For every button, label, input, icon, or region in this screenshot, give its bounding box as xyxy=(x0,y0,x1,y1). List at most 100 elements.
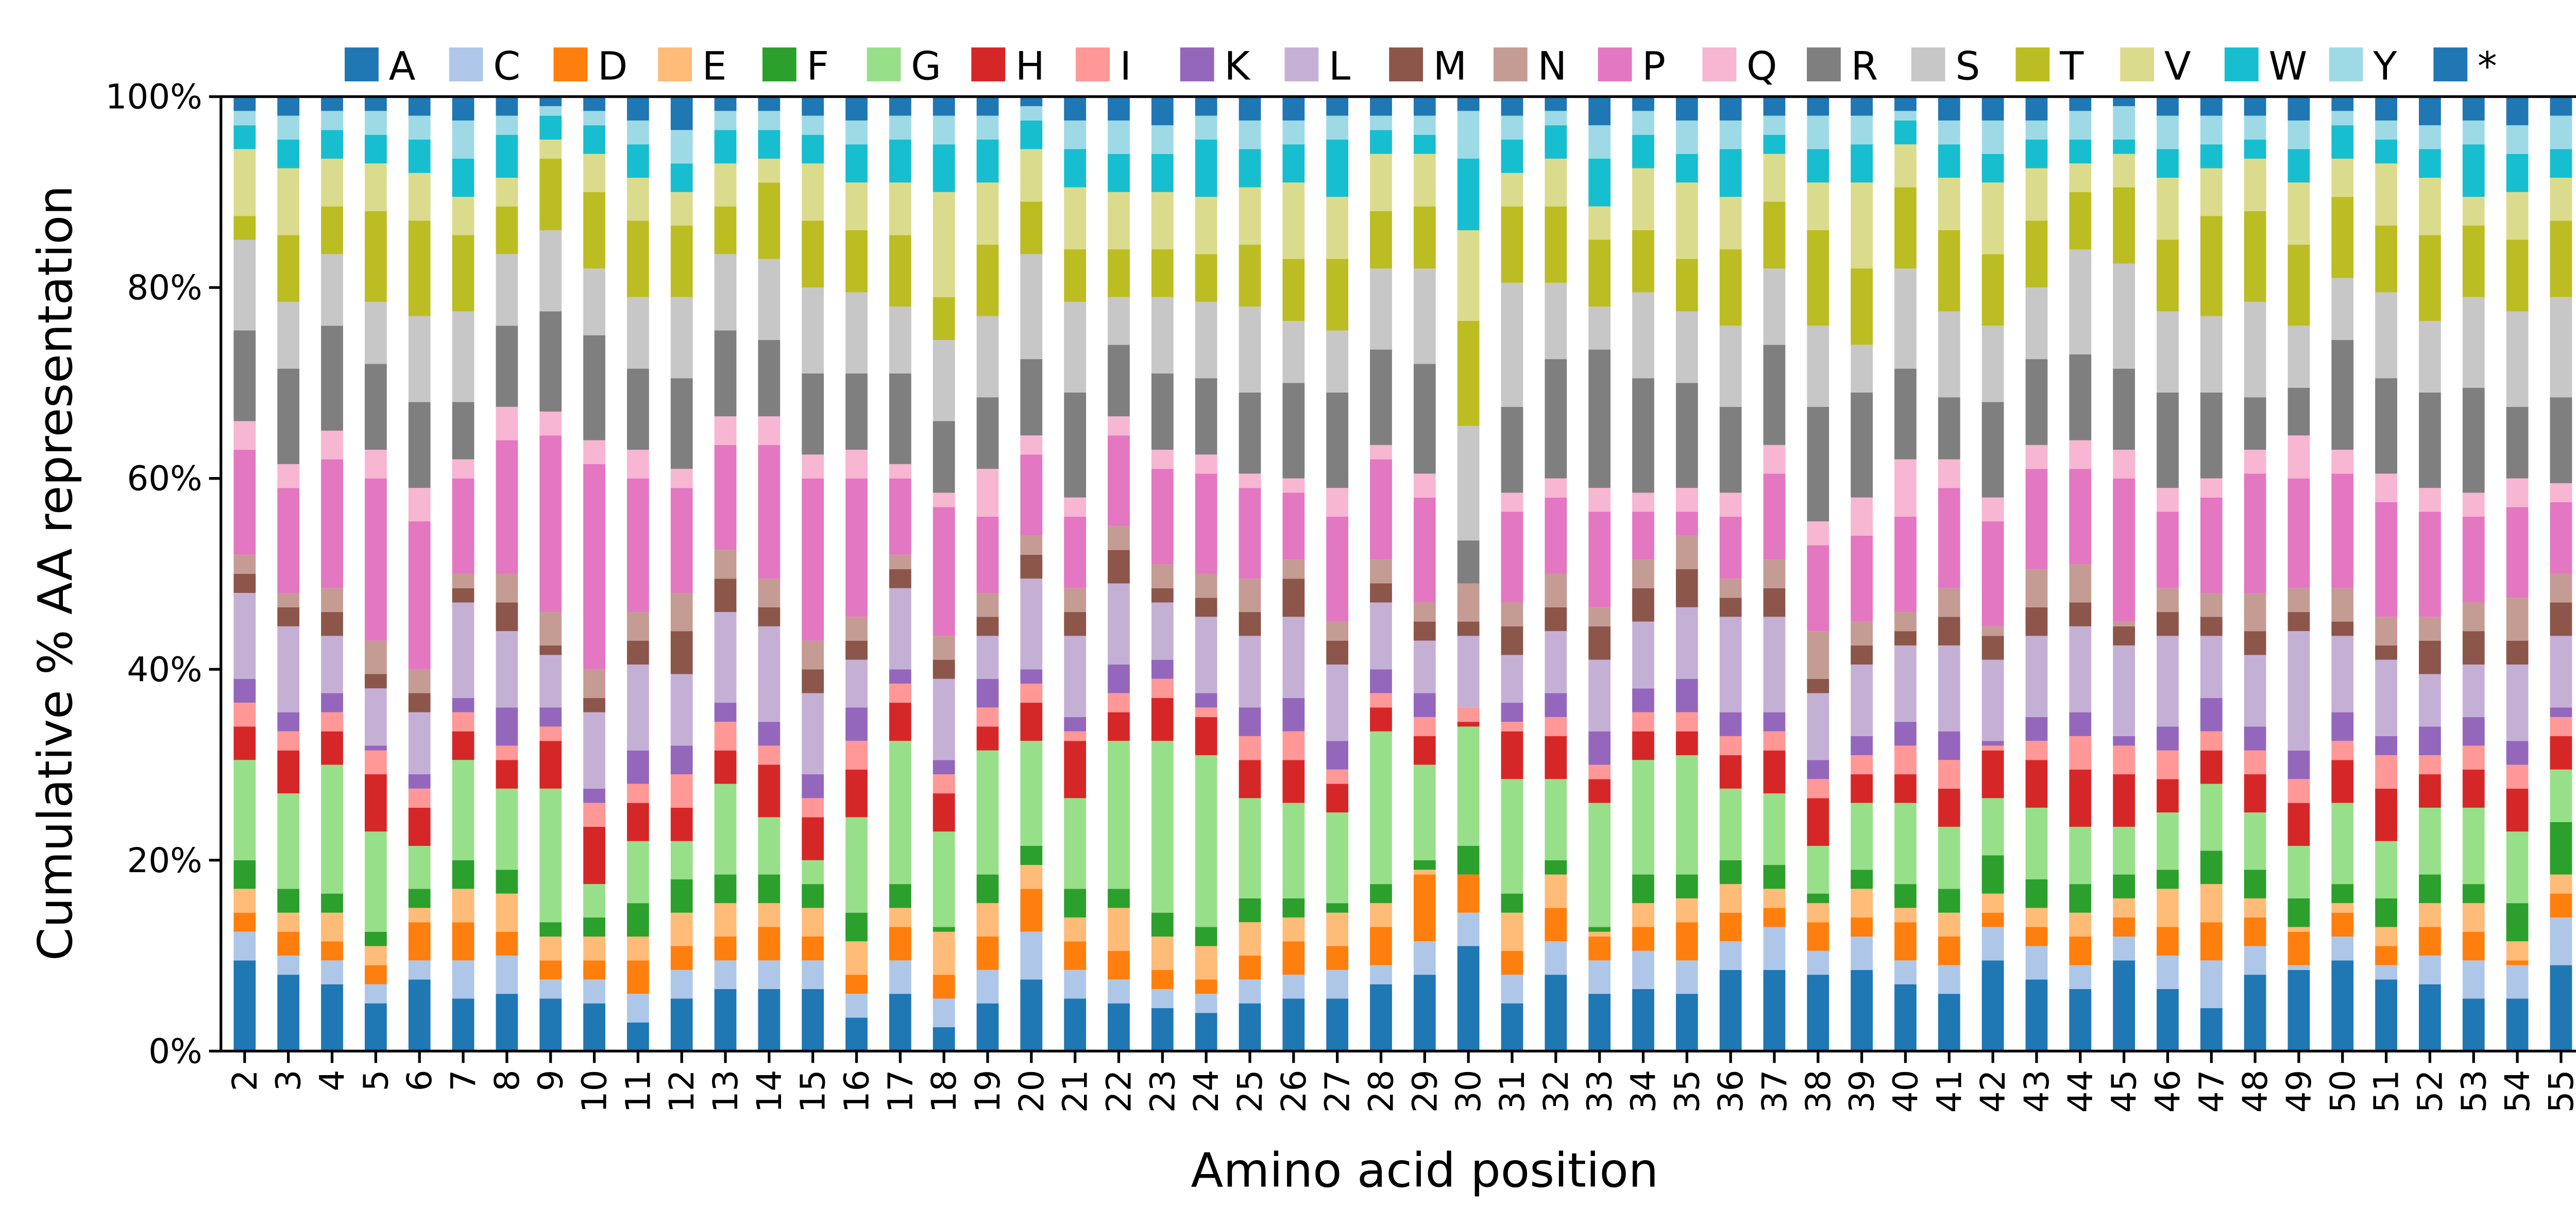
bar-segment xyxy=(321,206,343,254)
bar-segment xyxy=(452,573,474,588)
bar-segment xyxy=(2462,197,2485,226)
bar-segment xyxy=(408,788,431,808)
bar-segment xyxy=(277,235,300,302)
bar-segment xyxy=(2025,879,2048,908)
bar-segment xyxy=(1195,946,1217,980)
bar-segment xyxy=(1151,659,1174,679)
bar-segment xyxy=(2375,788,2397,841)
bar-segment xyxy=(670,163,693,192)
bar-segment xyxy=(1545,779,1567,860)
x-tick-label: 23 xyxy=(1143,1070,1182,1113)
legend-label: N xyxy=(1537,44,1567,89)
bar-segment xyxy=(408,908,431,923)
bar-segment xyxy=(2244,397,2266,450)
bar-segment xyxy=(2419,512,2441,617)
bar-segment xyxy=(2462,884,2485,904)
bar-segment xyxy=(802,134,824,164)
bar-segment xyxy=(1370,984,1392,1051)
bar-segment xyxy=(233,912,256,932)
bar-segment xyxy=(1894,960,1917,984)
bar-segment xyxy=(452,159,474,197)
bar-segment xyxy=(1807,950,1829,975)
bar-segment xyxy=(583,803,605,827)
bar-segment xyxy=(1938,397,1960,460)
bar-segment xyxy=(583,1003,605,1051)
bar-segment xyxy=(1938,645,1960,732)
bar-segment xyxy=(1938,912,1960,937)
bar-segment xyxy=(2157,927,2179,956)
bar-segment xyxy=(233,149,256,216)
bar-segment xyxy=(1763,154,1786,202)
bar-segment xyxy=(1457,845,1480,875)
bar-segment xyxy=(452,588,474,603)
bar-segment xyxy=(1195,254,1217,302)
bar-segment xyxy=(364,946,387,965)
bar-segment xyxy=(1413,764,1436,860)
bar-segment xyxy=(1719,617,1742,712)
bar-segment xyxy=(233,450,256,555)
bar-segment xyxy=(583,111,605,126)
bar-segment xyxy=(1370,115,1392,130)
bar-segment xyxy=(2069,769,2092,827)
bar-segment xyxy=(2200,96,2223,116)
bar-segment xyxy=(2462,745,2485,770)
bar-segment xyxy=(2375,139,2397,164)
bar-segment xyxy=(2462,998,2485,1051)
legend-swatch xyxy=(1493,47,1528,81)
bar-segment xyxy=(2419,149,2441,178)
bar-segment xyxy=(1151,154,1174,192)
bar-segment xyxy=(2113,154,2135,188)
bar-segment xyxy=(1938,937,1960,965)
bar-segment xyxy=(1195,301,1217,379)
bar-segment xyxy=(496,206,518,254)
bar-segment xyxy=(802,454,824,479)
bar-segment xyxy=(496,602,518,632)
bar-segment xyxy=(233,96,256,111)
bar-segment xyxy=(539,311,562,412)
bar-segment xyxy=(1588,659,1611,732)
axes: 0%20%40%60%80%100%2 3 4 5 6 7 8 9 10 11 12 13 14 15 16… xyxy=(105,77,2576,1113)
bar-segment xyxy=(1545,736,1567,779)
bar-segment xyxy=(1981,855,2004,894)
bar-segment xyxy=(1457,874,1480,913)
bar-segment xyxy=(1632,760,1654,875)
bar-segment xyxy=(321,96,343,111)
bar-segment xyxy=(1108,249,1130,297)
bar-segment xyxy=(1108,664,1130,693)
bar-segment xyxy=(408,316,431,402)
bar-segment xyxy=(408,774,431,789)
bar-segment xyxy=(1108,693,1130,712)
bar-segment xyxy=(1545,693,1567,717)
bar-segment xyxy=(233,240,256,331)
bar-segment xyxy=(1719,598,1742,617)
bar-segment xyxy=(1151,249,1174,297)
bar-segment xyxy=(1064,301,1087,393)
x-tick-label: 28 xyxy=(1362,1070,1401,1113)
bar-segment xyxy=(1632,927,1654,951)
bar-segment xyxy=(1894,922,1917,961)
bar-segment xyxy=(1632,989,1654,1051)
bar-segment xyxy=(2069,564,2092,603)
bar-segment xyxy=(277,139,300,168)
bar-segment xyxy=(933,927,955,932)
bar-segment xyxy=(408,669,431,693)
bar-segment xyxy=(1457,707,1480,722)
bar-segment xyxy=(1981,960,2004,1051)
bar-segment xyxy=(758,817,781,875)
x-tick-label: 26 xyxy=(1274,1070,1314,1113)
bar-segment xyxy=(2506,664,2529,741)
bar-segment xyxy=(2550,483,2572,502)
bar-segment xyxy=(1151,741,1174,913)
bar-segment xyxy=(1938,731,1960,760)
bar-segment xyxy=(1501,722,1523,732)
bar-segment xyxy=(2419,807,2441,875)
bar-segment xyxy=(539,411,562,436)
bar-segment xyxy=(233,593,256,679)
bar-segment xyxy=(2419,755,2441,775)
bar-segment xyxy=(2069,626,2092,712)
bar-segment xyxy=(714,111,737,130)
bar-segment xyxy=(233,960,256,1051)
bar-segment xyxy=(845,640,868,660)
bar-segment xyxy=(1326,330,1349,393)
x-tick-label: 43 xyxy=(2017,1070,2057,1113)
